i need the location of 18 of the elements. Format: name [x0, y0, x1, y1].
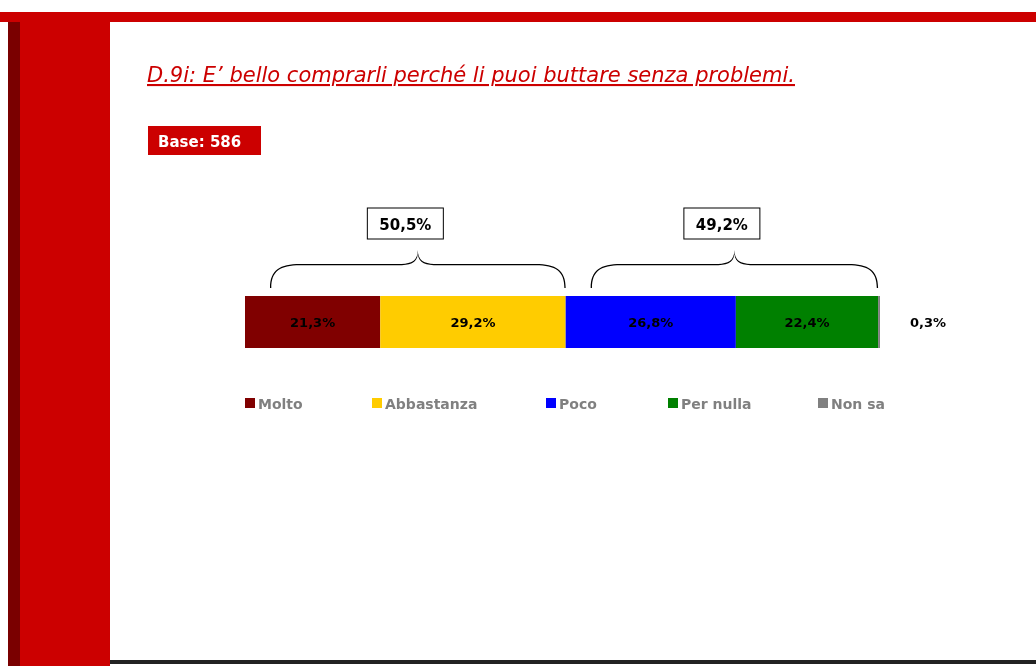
- legend-label: Poco: [559, 396, 598, 412]
- legend-label: Per nulla: [681, 396, 752, 412]
- data-label: 0,3%: [910, 315, 947, 330]
- legend-label: Non sa: [831, 396, 885, 412]
- data-label: 26,8%: [628, 315, 674, 330]
- bar: [245, 296, 381, 348]
- bar: [735, 296, 879, 348]
- text: D.9i: E’ bello comprarli perché li puoi buttare senza problemi.: [147, 63, 795, 87]
- legend-label: Molto: [258, 396, 304, 412]
- annotation: 49,2%: [695, 216, 748, 234]
- annotation: 50,5%: [379, 216, 432, 234]
- data-label: 29,2%: [450, 315, 496, 330]
- bar: [565, 296, 736, 348]
- data-label: 22,4%: [784, 315, 830, 330]
- bar: [380, 296, 566, 348]
- text: Base: 586: [158, 133, 242, 151]
- legend-label: Abbastanza: [385, 396, 478, 412]
- data-label: 21,3%: [290, 315, 336, 330]
